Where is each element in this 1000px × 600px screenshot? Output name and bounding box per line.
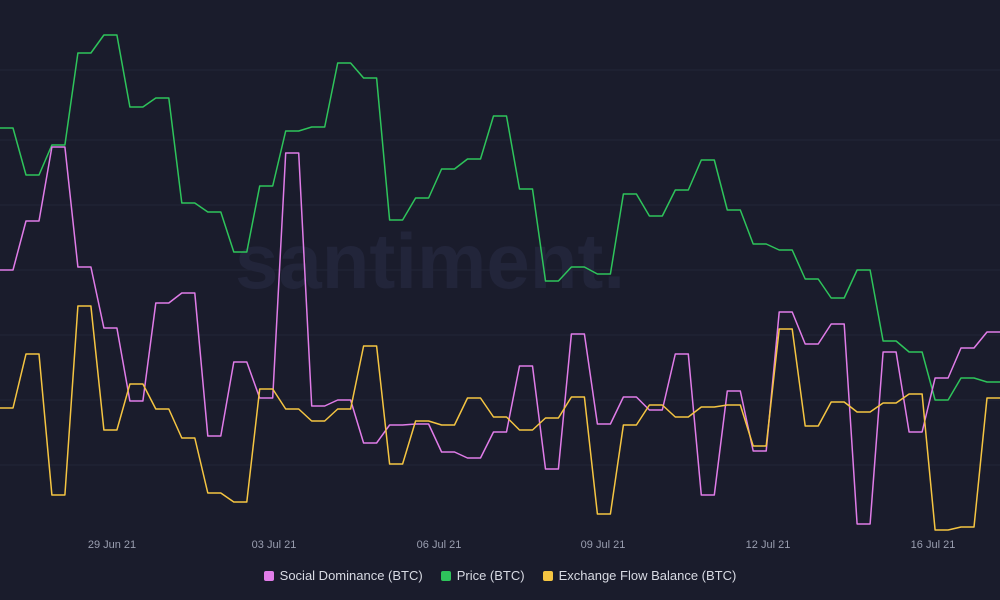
x-tick-label: 06 Jul 21 <box>417 539 462 551</box>
legend-item-social-dominance[interactable]: Social Dominance (BTC) <box>263 568 423 583</box>
legend: Social Dominance (BTC) Price (BTC) Excha… <box>0 568 1000 583</box>
line-chart: santiment. 29 Jun 21 03 Jul 21 06 Jul 21… <box>0 34 1000 551</box>
price-swatch <box>440 570 451 581</box>
series-line-social-dominance-btc <box>0 146 1000 525</box>
social-dominance-swatch <box>263 570 274 581</box>
legend-label: Price (BTC) <box>456 568 525 583</box>
series-layer <box>0 34 1000 531</box>
legend-label: Exchange Flow Balance (BTC) <box>558 568 737 583</box>
legend-label: Social Dominance (BTC) <box>279 568 423 583</box>
watermark-text: santiment. <box>235 217 625 305</box>
x-tick-label: 29 Jun 21 <box>88 539 136 551</box>
x-axis-ticks: 29 Jun 21 03 Jul 21 06 Jul 21 09 Jul 21 … <box>88 539 955 551</box>
x-tick-label: 09 Jul 21 <box>581 539 626 551</box>
series-line-exchange-flow-balance-btc <box>0 305 1000 531</box>
grid-lines <box>0 69 1000 466</box>
legend-item-price[interactable]: Price (BTC) <box>440 568 525 583</box>
series-line-price-btc <box>0 34 1000 401</box>
exchange-flow-balance-swatch <box>542 570 553 581</box>
x-tick-label: 12 Jul 21 <box>746 539 791 551</box>
legend-item-exchange-flow-balance[interactable]: Exchange Flow Balance (BTC) <box>542 568 737 583</box>
x-tick-label: 16 Jul 21 <box>911 539 956 551</box>
x-tick-label: 03 Jul 21 <box>252 539 297 551</box>
